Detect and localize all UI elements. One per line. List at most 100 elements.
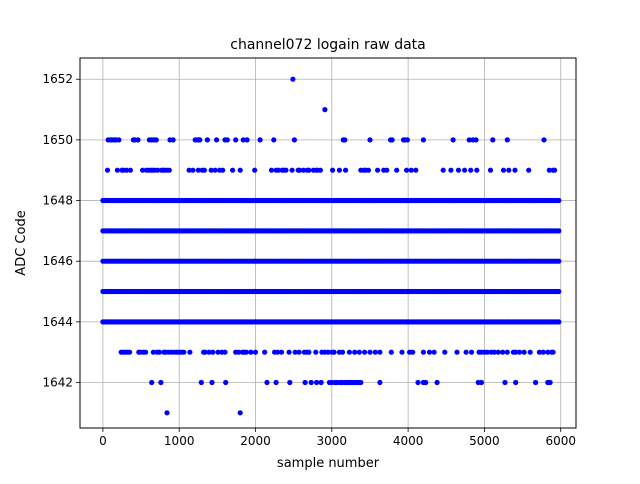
data-point <box>500 167 507 173</box>
data-point <box>408 167 414 173</box>
plot-area-frame <box>79 57 577 429</box>
data-point <box>545 349 551 355</box>
y-tick-label: 1644 <box>42 315 73 329</box>
data-point <box>365 167 371 173</box>
data-point <box>278 349 285 355</box>
data-point <box>198 379 204 386</box>
data-point <box>273 379 279 386</box>
data-point <box>426 349 433 355</box>
y-tick-label: 1642 <box>42 376 73 390</box>
data-point <box>500 349 506 355</box>
data-point <box>292 349 298 355</box>
data-point <box>504 349 510 355</box>
data-point <box>190 167 196 173</box>
data-point <box>222 349 228 355</box>
data-point <box>346 349 352 355</box>
chart-title: channel072 logain raw data <box>230 37 425 53</box>
data-point <box>322 107 328 113</box>
data-point <box>264 379 270 386</box>
data-point <box>237 167 243 173</box>
data-point <box>297 167 303 173</box>
data-point <box>478 379 484 386</box>
data-point <box>202 349 208 355</box>
data-point <box>404 137 410 143</box>
data-point <box>289 167 295 173</box>
data-point <box>463 349 469 355</box>
data-point <box>377 349 383 355</box>
data-point <box>223 379 229 386</box>
data-point <box>308 379 314 386</box>
data-point <box>384 167 390 173</box>
data-point <box>236 349 242 355</box>
data-point <box>399 349 405 355</box>
data-point <box>516 349 523 355</box>
data-point <box>135 137 141 143</box>
data-point <box>455 167 462 173</box>
data-point <box>302 379 308 386</box>
data-point <box>318 379 324 386</box>
data-point <box>448 167 454 173</box>
data-point <box>248 349 254 355</box>
data-point <box>206 349 212 355</box>
data-point <box>550 349 556 355</box>
data-point <box>377 379 383 386</box>
data-point <box>506 167 512 173</box>
data-point <box>224 137 230 143</box>
y-tick-label: 1646 <box>42 254 73 268</box>
data-point <box>556 288 562 295</box>
data-point <box>495 349 501 355</box>
data-point <box>230 167 236 173</box>
data-point <box>512 167 518 173</box>
data-point <box>149 379 155 386</box>
data-point <box>187 349 193 355</box>
x-tick-label: 3000 <box>317 434 348 448</box>
data-point <box>431 349 437 355</box>
data-point <box>450 137 456 143</box>
data-point <box>556 258 562 264</box>
data-point <box>388 349 394 355</box>
data-point <box>283 167 289 173</box>
y-axis-label: ADC Code <box>14 210 29 275</box>
data-point <box>462 167 468 173</box>
data-point <box>420 137 426 143</box>
x-tick-label: 6000 <box>545 434 576 448</box>
data-point <box>423 379 429 386</box>
data-point <box>410 349 416 355</box>
x-axis-label: sample number <box>277 456 380 471</box>
data-point <box>474 167 480 173</box>
data-point <box>415 379 421 386</box>
data-point <box>197 137 203 143</box>
data-point <box>240 137 246 143</box>
data-point <box>252 349 259 355</box>
data-point <box>536 349 543 355</box>
data-point <box>306 167 312 173</box>
data-point <box>442 349 448 355</box>
data-point <box>468 349 475 355</box>
y-tick-label: 1648 <box>42 194 73 208</box>
data-point <box>164 410 170 416</box>
data-point <box>140 167 146 173</box>
data-point <box>331 349 337 355</box>
x-tick-label: 2000 <box>240 434 271 448</box>
data-point <box>301 167 307 173</box>
data-point <box>389 137 395 143</box>
data-point <box>394 167 400 173</box>
data-point <box>313 349 319 355</box>
y-axis-ticks: 1642 1644 1646 1648 1650 1652 <box>42 72 80 390</box>
data-point <box>204 137 210 143</box>
data-point <box>314 379 320 386</box>
data-point <box>336 167 342 173</box>
data-point <box>367 137 373 143</box>
y-tick-label: 1652 <box>42 72 73 86</box>
data-point <box>233 137 239 143</box>
data-point <box>237 410 243 416</box>
data-point <box>195 167 201 173</box>
data-point <box>352 349 358 355</box>
data-points <box>100 76 562 416</box>
data-point <box>268 167 275 173</box>
data-point <box>367 349 373 355</box>
data-point <box>466 137 472 143</box>
data-point <box>201 167 207 173</box>
data-point <box>291 137 297 143</box>
